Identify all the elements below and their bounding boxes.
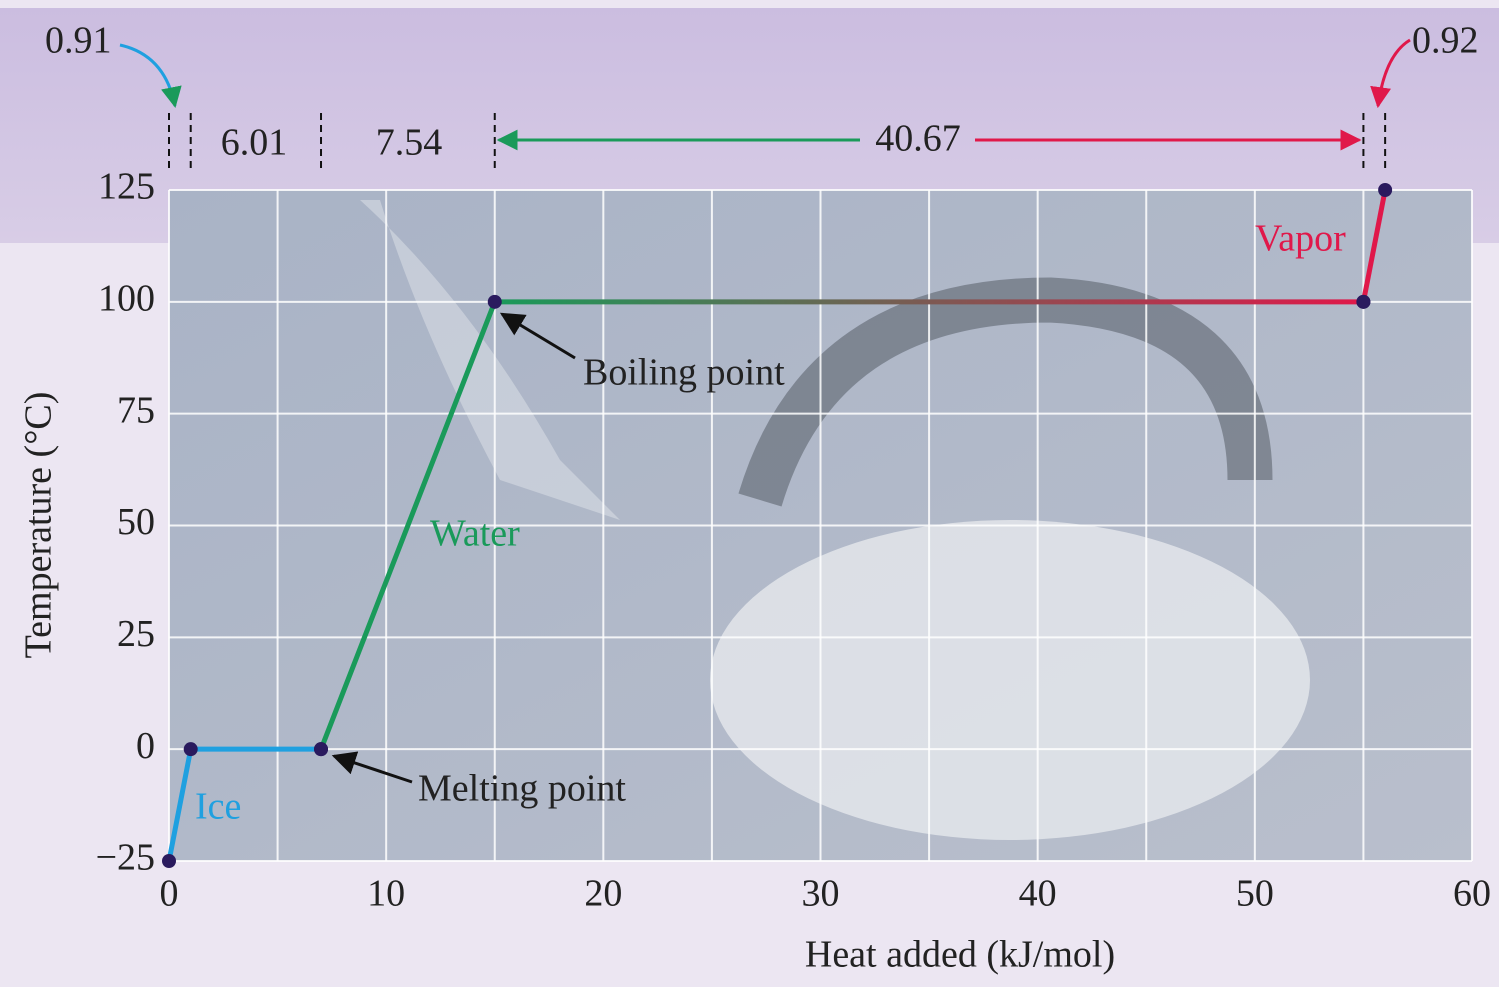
y-tick-label: 75 (117, 389, 155, 431)
y-tick-label: 125 (98, 166, 155, 208)
series-label: Vapor (1255, 218, 1346, 260)
x-tick-label: 0 (160, 873, 179, 915)
x-tick-label: 40 (1019, 873, 1057, 915)
y-tick-label: −25 (96, 837, 155, 879)
annotation-arrow (1370, 38, 1411, 109)
annotation: 0.92 (1412, 20, 1479, 62)
annotation: Melting point (418, 768, 626, 810)
kettle-body (710, 520, 1310, 840)
y-tick-label: 25 (117, 613, 155, 655)
x-tick-label: 30 (802, 873, 840, 915)
y-tick-label: 0 (136, 725, 155, 767)
annotation-arrow (331, 751, 413, 784)
annotation: Boiling point (583, 352, 785, 394)
y-axis-label: Temperature (°C) (18, 392, 60, 659)
data-point (183, 742, 198, 757)
annotation: 6.01 (221, 122, 288, 164)
annotation: 40.67 (875, 118, 961, 160)
annotation-arrow (119, 43, 182, 109)
data-point (487, 294, 502, 309)
data-point (1356, 294, 1371, 309)
x-tick-label: 50 (1236, 873, 1274, 915)
annotation-arrow (499, 312, 576, 360)
data-point (1378, 183, 1393, 197)
y-tick-label: 100 (98, 278, 155, 320)
x-axis-label: Heat added (kJ/mol) (805, 934, 1115, 976)
data-point (314, 742, 329, 757)
series-label: Water (430, 513, 520, 555)
annotation: 7.54 (376, 122, 443, 164)
series-line (1360, 189, 1388, 303)
data-point (162, 854, 176, 868)
x-tick-label: 10 (367, 873, 405, 915)
steam-plume (360, 200, 620, 520)
series-label: Ice (195, 786, 241, 828)
annotation: 0.91 (45, 20, 112, 62)
x-tick-label: 20 (584, 873, 622, 915)
x-tick-label: 60 (1453, 873, 1491, 915)
y-tick-label: 50 (117, 501, 155, 543)
